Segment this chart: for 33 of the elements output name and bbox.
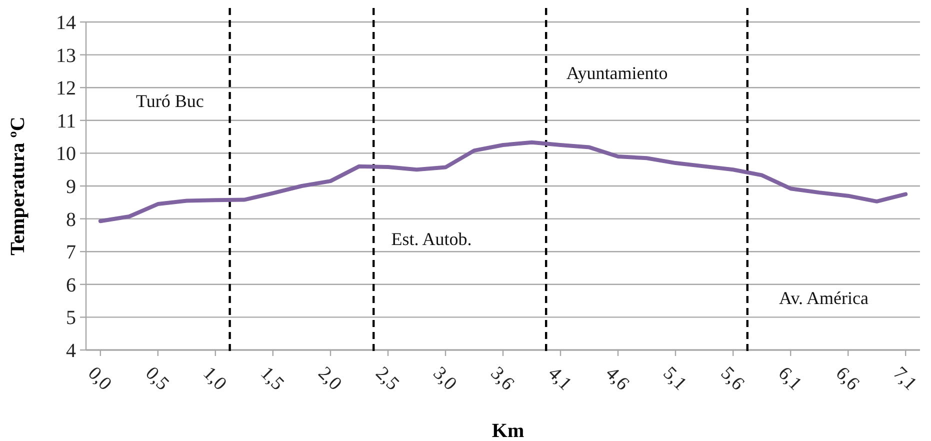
y-tick-label: 11 [56, 110, 76, 132]
y-tick-label: 4 [66, 340, 76, 362]
y-tick-label: 9 [66, 176, 76, 198]
y-tick-label: 10 [56, 143, 76, 166]
x-tick-label: 2,0 [314, 362, 346, 395]
x-tick-label: 5,1 [658, 362, 690, 395]
x-tick-label: 3,0 [428, 362, 461, 395]
annotation: Ayuntamiento [566, 63, 668, 84]
annotation: Av. América [779, 288, 869, 308]
annotation: Turó Buc [136, 91, 204, 112]
y-tick-label: 7 [66, 242, 76, 264]
x-tick-label: 0,0 [84, 362, 116, 395]
x-tick-label: 0,5 [141, 362, 173, 395]
y-tick-label: 5 [66, 307, 76, 330]
x-tick-label: 5,6 [716, 362, 748, 395]
line-series [98, 140, 908, 224]
x-tick-label: 6,6 [831, 362, 864, 395]
y-tick-label: 8 [66, 208, 76, 231]
x-tick-label: 6,1 [774, 362, 806, 395]
y-tick-label: 6 [66, 274, 76, 296]
x-tick-label: 7,1 [888, 362, 921, 395]
y-axis-title: Temperatura ºC [7, 116, 29, 256]
x-tick-label: 2,5 [371, 362, 404, 395]
y-tick-label: 12 [56, 78, 76, 100]
x-tick-label: 1,5 [256, 362, 288, 395]
x-tick-label: 3,6 [486, 362, 518, 395]
annotation: Est. Autob. [391, 228, 472, 249]
x-tick-label: 4,1 [544, 362, 576, 395]
x-tick-label: 1,0 [198, 362, 230, 395]
y-tick-label: 13 [56, 44, 76, 67]
x-axis-title: Km [492, 420, 524, 441]
y-tick-label: 14 [56, 12, 76, 34]
x-tick-label: 4,6 [601, 362, 634, 395]
